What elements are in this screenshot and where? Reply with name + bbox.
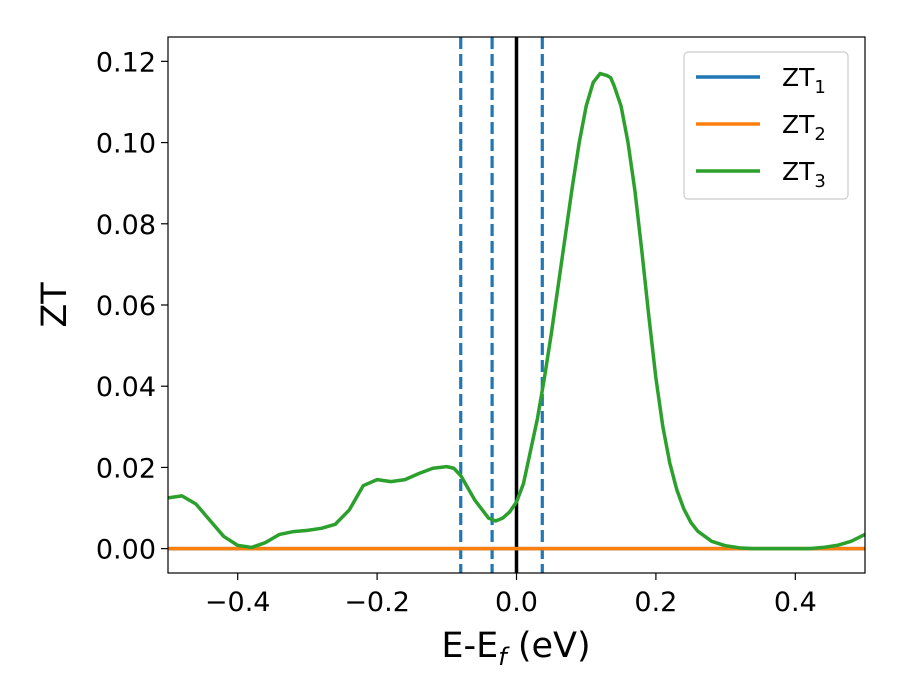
legend-label-zt3-main: ZT xyxy=(782,157,815,186)
series-line-zt3 xyxy=(168,71,865,551)
legend-label-zt1: ZT1 xyxy=(782,63,826,98)
y-tick-label: 0.04 xyxy=(96,372,156,403)
y-axis-label: ZT xyxy=(35,282,75,328)
x-axis-ticks: −0.4 −0.2 0.0 0.2 0.4 xyxy=(205,573,817,618)
x-axis-label-main: E-E xyxy=(441,626,498,666)
y-tick-label: 0.00 xyxy=(96,535,156,566)
x-axis-label: E-Ef (eV) xyxy=(441,626,590,671)
legend-label-zt1-main: ZT xyxy=(782,63,815,92)
data-series xyxy=(168,71,865,551)
x-axis-label-suffix: (eV) xyxy=(507,626,591,666)
x-tick-label: −0.2 xyxy=(344,587,410,618)
y-tick-label: 0.12 xyxy=(96,47,156,78)
legend-label-zt1-sub: 1 xyxy=(814,77,825,98)
y-axis-ticks: 0.00 0.02 0.04 0.06 0.08 0.10 0.12 xyxy=(96,47,168,566)
legend-label-zt2-sub: 2 xyxy=(814,124,825,145)
legend-entry-zt3: ZT3 xyxy=(696,157,826,192)
legend-label-zt3-sub: 3 xyxy=(814,171,825,192)
x-tick-label: 0.0 xyxy=(495,587,538,618)
legend: ZT1 ZT2 ZT3 xyxy=(683,51,849,200)
x-tick-label: 0.4 xyxy=(774,587,817,618)
legend-label-zt2-main: ZT xyxy=(782,110,815,139)
legend-label-zt2: ZT2 xyxy=(782,110,826,145)
y-tick-label: 0.10 xyxy=(96,129,156,160)
x-tick-label: −0.4 xyxy=(205,587,271,618)
x-tick-label: 0.2 xyxy=(634,587,677,618)
legend-entry-zt1: ZT1 xyxy=(696,63,826,98)
y-tick-label: 0.08 xyxy=(96,210,156,241)
y-tick-label: 0.02 xyxy=(96,453,156,484)
legend-frame xyxy=(683,51,849,200)
legend-label-zt3: ZT3 xyxy=(782,157,826,192)
y-tick-label: 0.06 xyxy=(96,291,156,322)
reference-lines xyxy=(459,37,544,573)
legend-entry-zt2: ZT2 xyxy=(696,110,826,145)
